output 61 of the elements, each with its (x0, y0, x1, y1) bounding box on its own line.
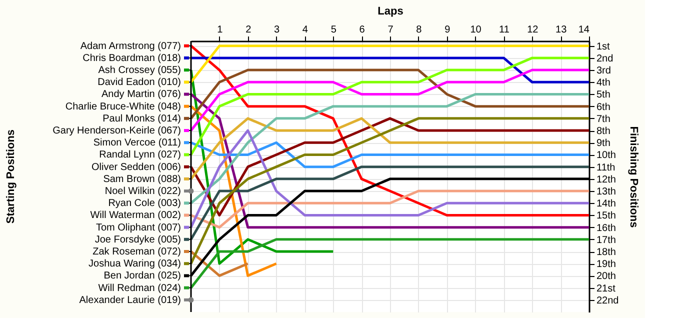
x-tick-label: 5 (330, 24, 337, 36)
legend-label: Andy Martin (076) (102, 89, 181, 100)
x-tick-label: 1 (217, 24, 224, 36)
x-tick-label: 10 (470, 24, 482, 36)
legend-label: Will Waterman (002) (90, 210, 181, 222)
x-tick-label: 14 (578, 24, 590, 36)
y-tick-label: 1st (596, 41, 610, 52)
legend-label: Paul Monks (014) (102, 113, 181, 124)
legend-label: Zak Roseman (072) (92, 246, 181, 258)
legend-label: Randal Lynn (027) (99, 150, 181, 161)
legend-label: Simon Vercoe (011) (93, 138, 181, 149)
legend-label: Charlie Bruce-White (048) (65, 101, 181, 112)
legend-label: Ryan Cole (003) (108, 198, 181, 210)
x-tick-label: 9 (444, 24, 451, 36)
y-tick-label: 16th (596, 222, 616, 234)
y-axis-title: Finishing Positions (628, 126, 640, 228)
y-tick-label: 18th (596, 247, 616, 258)
x-tick-label: 8 (416, 24, 422, 36)
y-tick-label: 14th (596, 198, 616, 210)
x-tick-label: 13 (556, 24, 568, 36)
y-tick-label: 3rd (596, 66, 611, 77)
legend-label: Ben Jordan (025) (104, 270, 181, 282)
x-tick-label: 7 (388, 24, 394, 36)
x-tick-label: 6 (359, 24, 366, 36)
legend-label: Oliver Sedden (006) (92, 162, 181, 173)
legend-label: Gary Henderson-Keirle (067) (52, 126, 181, 137)
y-tick-label: 10th (596, 150, 616, 162)
y-tick-label: 17th (596, 234, 616, 246)
y-tick-label: 5th (596, 90, 610, 101)
legend-label: Adam Armstrong (077) (80, 40, 181, 52)
legend-label: Chris Boardman (018) (82, 52, 181, 64)
y-tick-label: 7th (596, 114, 610, 125)
y-tick-label: 6th (596, 102, 610, 113)
x-axis-title: Laps (378, 6, 404, 18)
y-tick-label: 11th (596, 162, 616, 174)
y-tick-label: 19th (596, 259, 616, 270)
y-tick-label: 21st (596, 283, 616, 294)
y-tick-label: 8th (596, 126, 610, 138)
y-tick-label: 22nd (596, 295, 619, 306)
text: Starting Positions (5, 129, 17, 224)
x-tick-label: 4 (302, 24, 308, 36)
legend-label: Will Redman (024) (98, 282, 181, 294)
legend-label: David Eadon (010) (98, 77, 181, 88)
legend-label: Ash Crossey (055) (98, 65, 181, 76)
legend-label: Joe Forsdyke (005) (94, 234, 181, 246)
y-tick-label: 9th (596, 138, 610, 150)
y-tick-label: 15th (596, 210, 616, 222)
y-tick-label: 12th (596, 174, 616, 186)
legend-label: Joshua Waring (034) (88, 258, 181, 270)
x-tick-label: 11 (499, 24, 510, 36)
legend-label: Tom Oliphant (007) (96, 222, 181, 234)
x-tick-label: 2 (246, 24, 252, 36)
y-tick-label: 2nd (596, 53, 614, 64)
x-tick-label: 12 (527, 24, 539, 36)
legend-label: Alexander Laurie (019) (79, 294, 181, 306)
y-tick-label: 20th (596, 271, 616, 282)
x-tick-label: 3 (274, 24, 280, 36)
y-tick-label: 13th (596, 186, 616, 198)
legend-label: Noel Wilkin (022) (104, 186, 181, 198)
legend-label: Sam Brown (088) (103, 174, 181, 185)
y-tick-label: 4th (596, 78, 610, 89)
